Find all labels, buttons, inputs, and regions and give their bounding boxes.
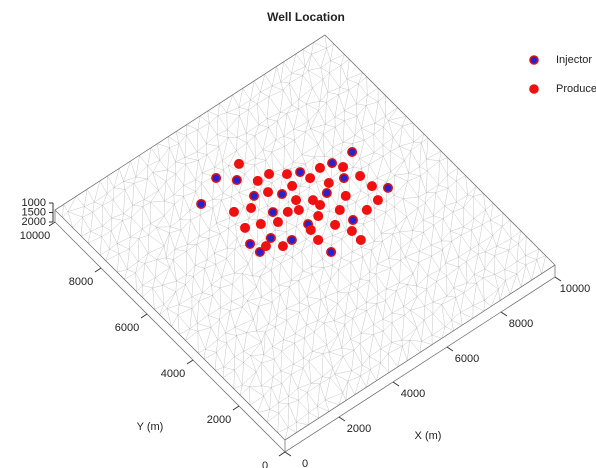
well-marker	[212, 174, 220, 182]
x-tick-label: 4000	[401, 388, 425, 400]
well-marker	[342, 192, 350, 200]
well-marker	[250, 192, 258, 200]
well-marker	[262, 242, 270, 250]
well-marker	[340, 174, 348, 182]
well-marker	[357, 236, 365, 244]
well-marker	[349, 216, 357, 224]
well-marker	[295, 206, 303, 214]
well-marker	[356, 172, 364, 180]
well-marker	[267, 234, 275, 242]
well-marker	[327, 248, 335, 256]
well-marker	[274, 218, 282, 226]
y-tick-label: 2000	[207, 414, 231, 426]
y-tick-label: 4000	[161, 368, 185, 380]
chart-title: Well Location	[267, 10, 345, 24]
well-marker	[296, 168, 304, 176]
well-marker	[230, 208, 238, 216]
x-tick-label: 8000	[509, 318, 533, 330]
well-marker	[314, 212, 322, 220]
x-tick-label: 2000	[347, 423, 371, 435]
well-marker	[374, 196, 382, 204]
well-marker	[331, 221, 339, 229]
well-marker	[363, 206, 371, 214]
well-marker	[247, 204, 255, 212]
legend-label: Injector	[556, 54, 592, 66]
well-marker	[368, 182, 376, 190]
x-tick-label: 6000	[455, 353, 479, 365]
well-marker	[254, 177, 262, 185]
well-marker	[325, 179, 333, 187]
well-marker	[246, 240, 254, 248]
well-marker	[306, 174, 314, 182]
y-tick-label: 10000	[20, 230, 51, 242]
legend-marker	[530, 56, 538, 64]
y-tick-label: 8000	[69, 276, 93, 288]
z-tick-label: 2000	[22, 216, 46, 228]
well-marker	[241, 224, 249, 232]
x-axis-label: X (m)	[415, 430, 442, 442]
well-marker	[348, 227, 356, 235]
legend-label: Producer	[556, 83, 596, 95]
well-marker	[278, 190, 286, 198]
well-marker	[279, 242, 287, 250]
x-tick-label: 0	[302, 458, 308, 468]
chart: Well Location Y (m) X (m) 0 2000 4000 6000 8…	[0, 0, 596, 468]
well-marker	[316, 164, 324, 172]
well-marker	[323, 189, 331, 197]
well-marker	[265, 170, 273, 178]
well-marker	[197, 200, 205, 208]
well-marker	[292, 196, 300, 204]
well-marker	[269, 208, 277, 216]
well-marker	[288, 236, 296, 244]
well-marker	[384, 184, 392, 192]
legend-marker	[530, 85, 538, 93]
y-axis-label: Y (m)	[137, 421, 164, 433]
x-tick-label: 10000	[560, 283, 591, 295]
well-marker	[336, 206, 344, 214]
well-marker	[288, 182, 296, 190]
well-marker	[235, 160, 243, 168]
well-marker	[314, 236, 322, 244]
y-tick-label: 6000	[115, 322, 139, 334]
well-marker	[264, 188, 272, 196]
well-marker	[233, 176, 241, 184]
well-marker	[348, 148, 356, 156]
well-marker	[283, 170, 291, 178]
well-marker	[328, 159, 336, 167]
y-tick-label: 0	[262, 460, 268, 468]
well-marker	[307, 226, 315, 234]
well-marker	[257, 220, 265, 228]
well-marker	[309, 196, 317, 204]
well-marker	[339, 163, 347, 171]
well-marker	[284, 208, 292, 216]
